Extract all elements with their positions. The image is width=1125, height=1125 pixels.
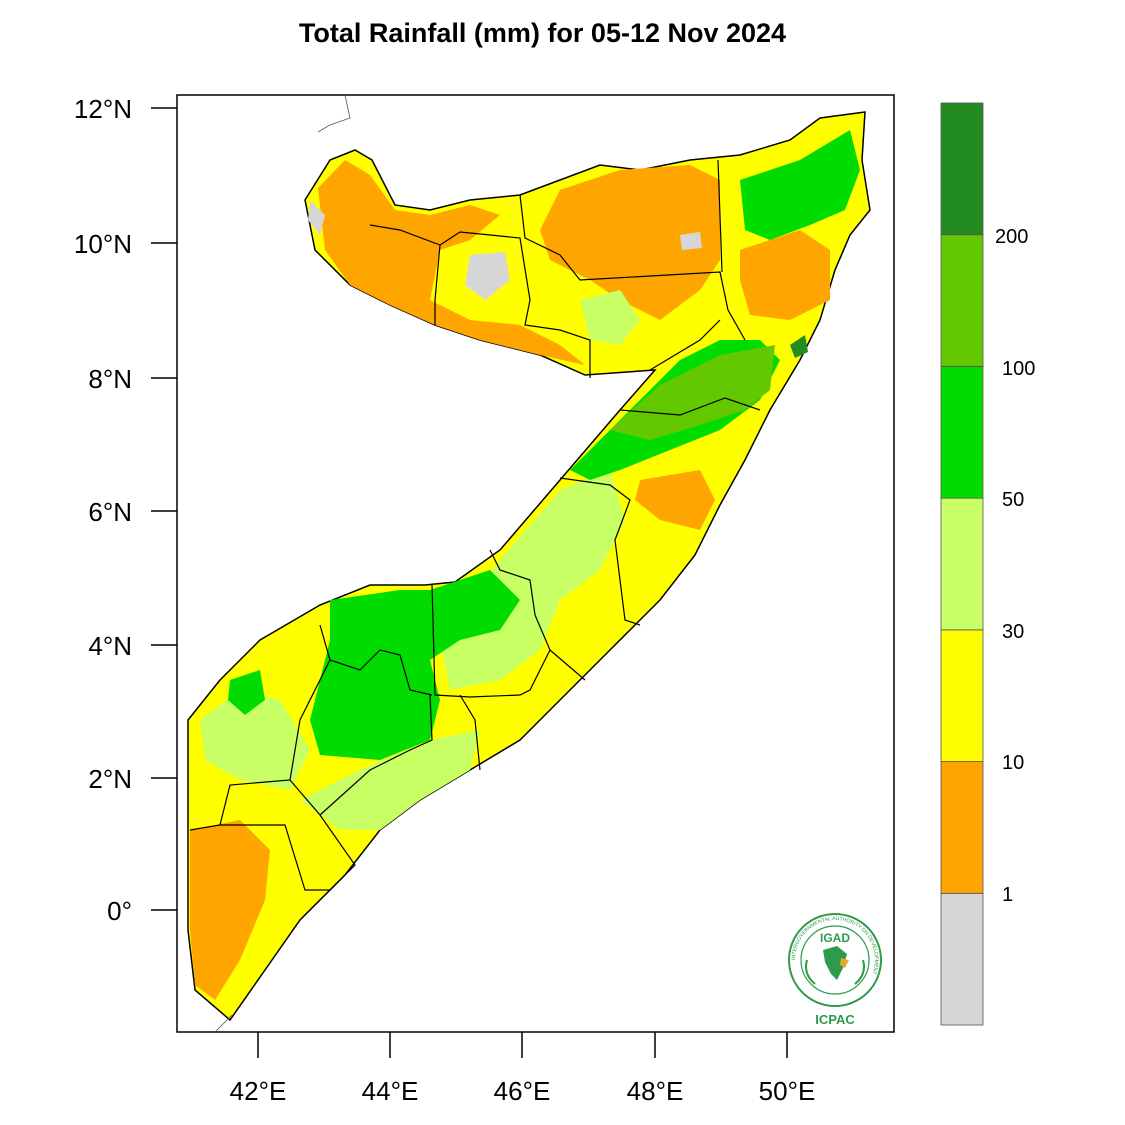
y-tick-label: 10°N [74,229,132,259]
x-tick-label: 48°E [627,1076,684,1106]
rain-zone-orange-south [190,820,270,1000]
rain-zone-lightgreen-south [300,730,480,830]
neighbour-borders [214,94,351,1033]
y-tick-label: 6°N [88,497,132,527]
laurel-right-icon [854,959,865,985]
y-tick-label: 8°N [88,364,132,394]
region-boundaries [189,159,761,891]
logo-igad-text: IGAD [820,931,850,945]
rain-zone-green-southwest-small [228,670,265,715]
rain-zone-grey-1 [465,252,510,300]
rain-zone-orange-central [635,470,715,530]
legend-bin->200 [940,102,984,236]
africa-map-icon [823,946,847,980]
x-tick-label: 42°E [230,1076,287,1106]
legend-label: 200 [995,226,1028,248]
y-tick-label: 2°N [88,764,132,794]
somalia-landmass [187,111,871,1022]
legend-bin-100-200 [940,234,984,367]
rain-zone-100-200-belt [610,345,775,440]
laurel-left-icon [805,959,816,985]
legend-bin-30-50 [940,497,984,631]
y-axis-ticks [151,107,177,911]
y-tick-label: 12°N [74,94,132,124]
rain-zone-lightgreen-southwest [200,690,310,790]
igad-region-icon [840,958,849,968]
rain-zone-grey-2 [308,200,325,235]
rain-zone-orange-north [318,160,585,365]
rain-zone-lightgreen-north [580,290,640,345]
rain-zone-green-southwest-core [310,570,520,760]
x-tick-label: 46°E [494,1076,551,1106]
x-tick-label: 44°E [362,1076,419,1106]
legend-label: 1 [1002,884,1013,906]
legend-bin-1-10 [940,761,984,894]
rain-zone-lightgreen-central [440,470,625,690]
rain-zone-orange-east [740,230,830,320]
legend-bin-10-30 [940,629,984,762]
rain-zone-orange-northeast [540,165,720,320]
x-tick-label: 50°E [759,1076,816,1106]
map-title: Total Rainfall (mm) for 05-12 Nov 2024 [298,18,787,48]
legend-colorbar [940,102,984,1026]
y-tick-label: 4°N [88,631,132,661]
rain-zone-200plus [790,335,808,358]
legend-label: 10 [1002,752,1024,774]
rain-zone-grey-3 [680,232,702,250]
y-tick-label: 0° [107,896,132,926]
legend-bin-50-100 [940,366,984,499]
igad-icpac-logo: INTERGOVERNMENTAL AUTHORITY ON DEVELOPME… [788,913,882,1027]
legend-label: 30 [1002,621,1024,643]
rain-zone-green-northeast [740,130,860,240]
logo-icpac-text: ICPAC [815,1012,855,1027]
legend-label: 100 [1002,358,1035,380]
legend-label: 50 [1002,489,1024,511]
x-axis-ticks [257,1032,788,1058]
legend-bin-<1 [940,892,984,1026]
